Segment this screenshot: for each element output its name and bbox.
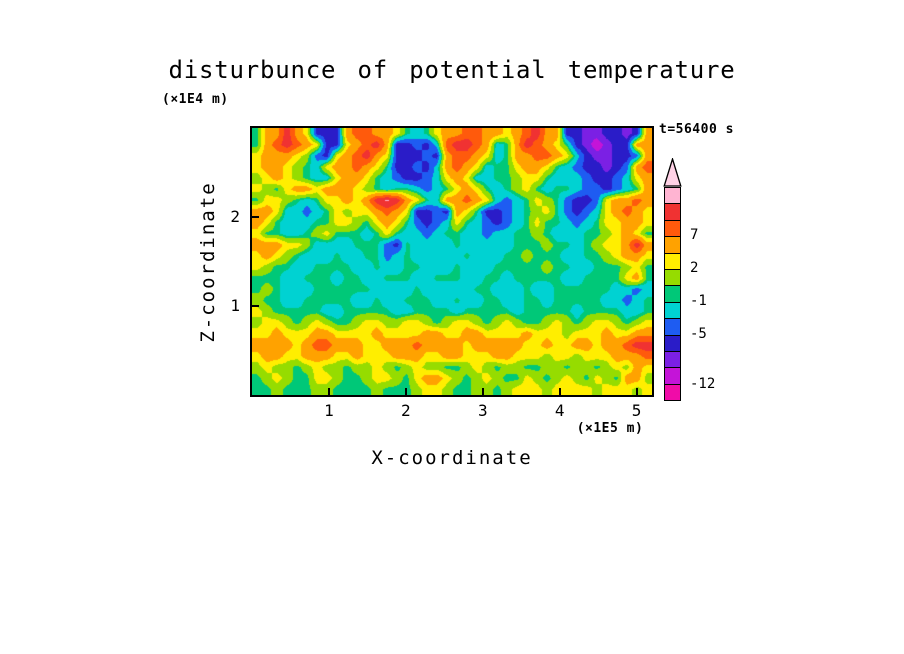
- chart-title: disturbunce of potential temperature: [168, 56, 736, 84]
- colorbar-tick-label: -12: [690, 375, 716, 392]
- colorbar-tick-label: -1: [690, 293, 707, 310]
- z-tick-label: 1: [230, 296, 240, 315]
- x-axis-unit: (×1E5 m): [576, 421, 644, 436]
- x-tick-mark: [558, 388, 561, 395]
- z-tick-mark: [252, 305, 259, 307]
- z-tick-mark: [252, 216, 259, 218]
- colorbar-band: [665, 302, 680, 320]
- colorbar-band: [665, 351, 680, 369]
- z-tick-label: 2: [230, 207, 240, 226]
- z-axis-label: Z-coordinate: [197, 181, 219, 343]
- colorbar-tick-label: 2: [690, 260, 699, 277]
- colorbar-band: [665, 253, 680, 270]
- z-axis-unit: (×1E4 m): [162, 92, 229, 107]
- x-tick-mark: [404, 388, 407, 395]
- colorbar-band: [665, 319, 680, 336]
- colorbar-band: [665, 188, 680, 205]
- colorbar-arrow-icon: [663, 158, 682, 187]
- colorbar-band: [665, 368, 680, 385]
- colorbar-band: [665, 286, 680, 303]
- colorbar: [664, 187, 681, 401]
- time-stamp: t=56400 s: [659, 122, 734, 137]
- plot-area: [250, 126, 654, 397]
- colorbar-band: [665, 269, 680, 287]
- x-tick-label: 3: [477, 401, 488, 420]
- heatmap-canvas: [252, 128, 652, 395]
- colorbar-band: [665, 384, 680, 401]
- x-axis-label: X-coordinate: [371, 447, 533, 469]
- colorbar-band: [665, 204, 680, 221]
- colorbar-band: [665, 237, 680, 254]
- colorbar-band: [665, 335, 680, 352]
- x-tick-label: 1: [324, 401, 334, 420]
- x-tick-mark: [481, 388, 484, 395]
- colorbar-tick-label: 7: [690, 227, 699, 244]
- x-tick-label: 2: [401, 401, 411, 420]
- x-tick-label: 5: [631, 401, 642, 420]
- x-tick-label: 4: [554, 401, 565, 420]
- x-tick-mark: [635, 388, 638, 395]
- x-tick-mark: [327, 388, 330, 395]
- colorbar-band: [665, 220, 680, 238]
- colorbar-tick-label: -5: [690, 326, 707, 343]
